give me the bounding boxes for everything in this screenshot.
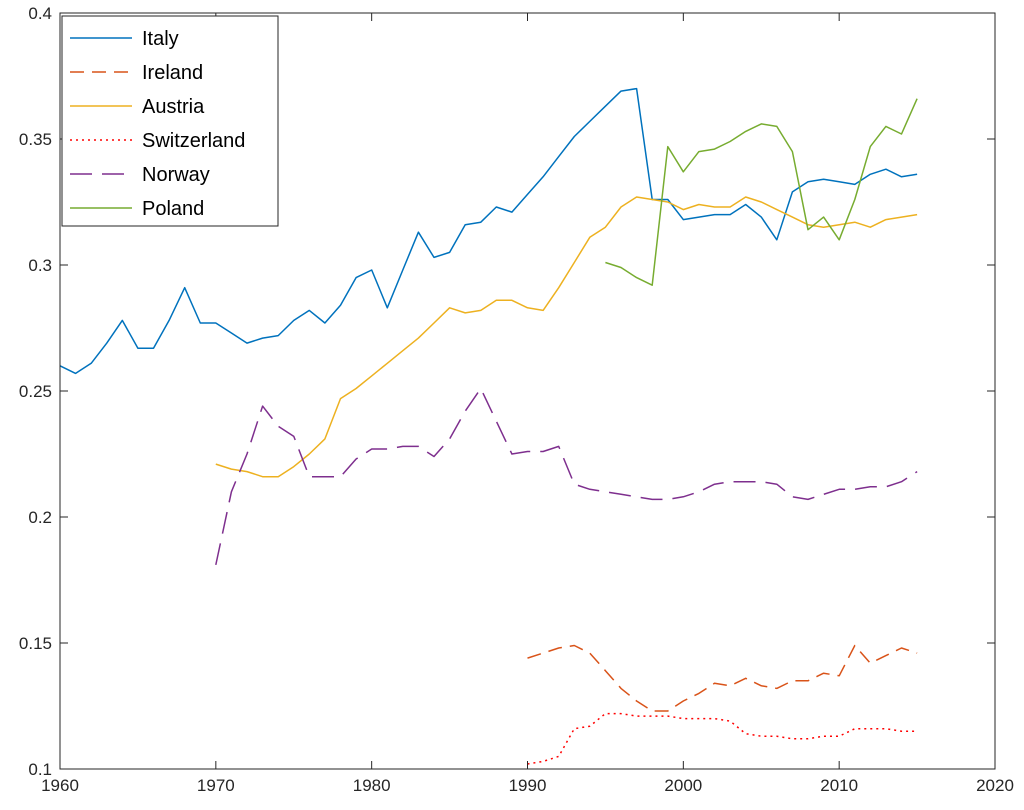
y-tick-label: 0.1 [28, 760, 52, 779]
x-tick-label: 1990 [509, 776, 547, 795]
y-tick-label: 0.15 [19, 634, 52, 653]
series-line-poland [605, 98, 918, 286]
legend-box [61, 15, 279, 227]
series-line-austria [215, 196, 918, 478]
series-line-norway [215, 387, 918, 566]
legend-label-italy: Italy [142, 28, 179, 50]
y-tick-label: 0.3 [28, 256, 52, 275]
y-tick-label: 0.2 [28, 508, 52, 527]
x-tick-label: 2010 [820, 776, 858, 795]
legend-label-switzerland: Switzerland [142, 130, 245, 152]
x-tick-label: 2020 [976, 776, 1014, 795]
x-tick-label: 1970 [197, 776, 235, 795]
legend-label-austria: Austria [142, 96, 205, 118]
series-layer [59, 87, 918, 765]
series-line-ireland [527, 644, 918, 712]
x-tick-label: 1960 [41, 776, 79, 795]
series-line-italy [59, 87, 918, 375]
y-tick-label: 0.4 [28, 4, 52, 23]
series-line-switzerland [527, 712, 918, 765]
x-tick-label: 2000 [664, 776, 702, 795]
legend-label-norway: Norway [142, 164, 210, 186]
legend: Italy Ireland Austria Switzerland Norway Pola… [61, 15, 279, 227]
y-tick-label: 0.35 [19, 130, 52, 149]
y-tick-label: 0.25 [19, 382, 52, 401]
legend-label-poland: Poland [142, 198, 204, 220]
x-tick-label: 1980 [353, 776, 391, 795]
plot-area-border [59, 12, 996, 770]
legend-label-ireland: Ireland [142, 62, 203, 84]
ticks-layer: 1960 1970 1980 1990 2000 2010 2020 0.1 0.15 0.2 0.… [19, 4, 1014, 795]
